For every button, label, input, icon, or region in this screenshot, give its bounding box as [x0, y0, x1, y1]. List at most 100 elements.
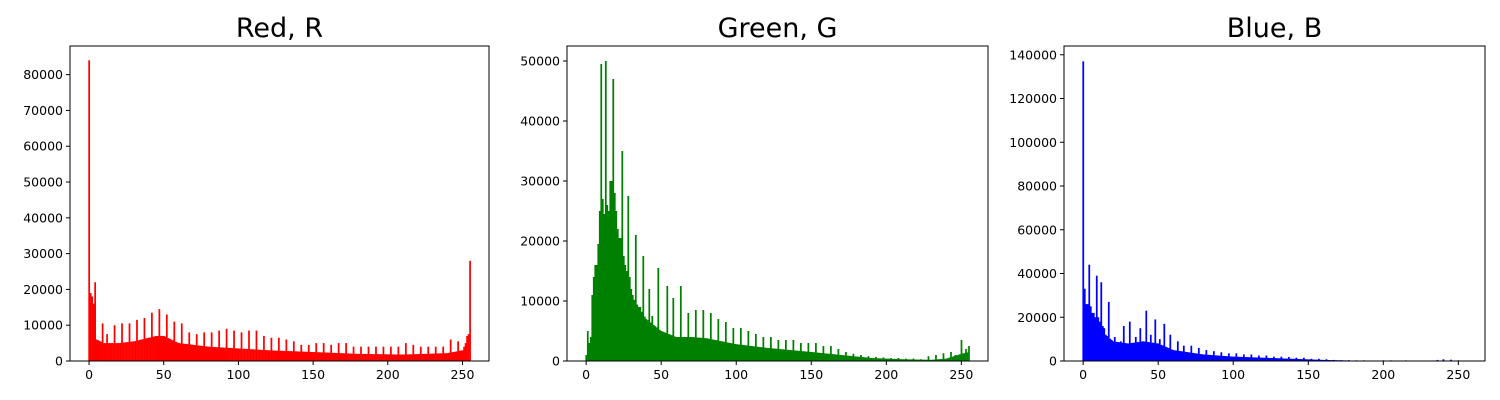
histogram-bar — [201, 345, 204, 361]
histogram-bar — [357, 353, 359, 361]
histogram-bar — [821, 353, 823, 361]
histogram-bar — [1241, 356, 1244, 361]
histogram-bar — [748, 345, 751, 361]
histogram-bar — [257, 349, 259, 361]
histogram-bar — [1286, 358, 1289, 361]
histogram-bar — [393, 354, 395, 361]
histogram-bar — [230, 348, 232, 361]
histogram-bar — [625, 271, 628, 361]
histogram-bar — [729, 343, 732, 361]
histogram-bar — [1236, 356, 1239, 361]
histogram-bar — [455, 351, 458, 361]
histogram-bar — [228, 347, 231, 361]
histogram-bar — [92, 303, 95, 361]
histogram-bar — [355, 353, 358, 361]
histogram-bar — [624, 265, 627, 361]
histogram-bar — [757, 346, 760, 361]
histogram-bar — [771, 348, 774, 361]
histogram-bar — [747, 331, 750, 361]
histogram-bar — [944, 358, 946, 361]
histogram-bar — [950, 352, 952, 361]
histogram-bar — [295, 351, 298, 361]
histogram-bar — [627, 196, 630, 361]
histogram-bar — [266, 350, 268, 361]
histogram-bar — [1294, 358, 1296, 361]
histogram-bar — [837, 349, 840, 361]
histogram-bar — [1199, 354, 1202, 361]
histogram-bar — [366, 353, 368, 361]
histogram-bar — [285, 339, 288, 361]
histogram-bar — [1166, 347, 1169, 361]
histogram-bar — [191, 344, 194, 361]
histogram-bar — [254, 349, 256, 361]
histogram-bar — [848, 355, 850, 361]
histogram-bar — [1274, 358, 1277, 361]
histogram-bar — [1206, 354, 1209, 361]
y-tick-label: 40000 — [520, 114, 560, 129]
histogram-bar — [869, 357, 871, 361]
histogram-bar — [1239, 356, 1242, 361]
histogram-bar — [912, 358, 915, 361]
histogram-bar — [1235, 353, 1238, 361]
histogram-bar — [1306, 359, 1308, 361]
histogram-bar — [162, 335, 165, 361]
histogram-bar — [183, 343, 186, 361]
histogram-bar — [388, 354, 391, 361]
histogram-bar — [1179, 351, 1182, 361]
histogram-bar — [592, 277, 595, 361]
histogram-bar — [1273, 356, 1275, 362]
histogram-bar — [451, 352, 454, 361]
histogram-bar — [115, 343, 117, 361]
histogram-bar — [785, 340, 787, 361]
histogram-bar — [800, 343, 802, 361]
histogram-bar — [703, 338, 706, 361]
histogram-bar — [1295, 357, 1298, 361]
histogram-bar — [1115, 341, 1118, 361]
histogram-bar — [660, 331, 663, 361]
histogram-bar — [404, 343, 407, 361]
histogram-bar — [1193, 353, 1196, 362]
histogram-bar — [328, 352, 331, 361]
histogram-bar — [896, 359, 898, 361]
histogram-bar — [1133, 342, 1136, 362]
histogram-bar — [367, 346, 370, 361]
histogram-bar — [915, 359, 918, 361]
histogram-bar — [249, 349, 252, 361]
histogram-bar — [585, 355, 588, 361]
histogram-bar — [600, 64, 603, 361]
histogram-bar — [1300, 359, 1302, 361]
histogram-bar — [1196, 353, 1199, 361]
histogram-bar — [310, 351, 313, 361]
histogram-bar — [706, 338, 709, 361]
histogram-bar — [890, 358, 892, 361]
histogram-bar — [643, 316, 646, 361]
histogram-bar — [352, 346, 355, 361]
histogram-bar — [1103, 328, 1106, 361]
histogram-bar — [227, 347, 229, 361]
histogram-bar — [825, 353, 828, 361]
histogram-bar — [180, 323, 183, 361]
x-tick-label: 250 — [1446, 367, 1470, 382]
histogram-bar — [440, 353, 443, 361]
histogram-bar — [1137, 341, 1140, 361]
histogram-bar — [663, 332, 666, 361]
histogram-bar — [1083, 288, 1086, 361]
histogram-bar — [941, 358, 943, 361]
histogram-bar — [1182, 345, 1185, 361]
histogram-bar — [375, 346, 377, 361]
histogram-bar — [1124, 343, 1127, 361]
histogram-bar — [170, 339, 173, 361]
histogram-bar — [1257, 355, 1260, 361]
histogram-bar — [1309, 359, 1311, 361]
histogram-bar — [966, 352, 969, 361]
histogram-bar — [245, 348, 247, 361]
histogram-bar — [1175, 350, 1178, 361]
histogram-bar — [177, 343, 180, 361]
histogram-bar — [840, 355, 843, 361]
histogram-bar — [1085, 304, 1088, 362]
histogram-bar — [286, 351, 289, 361]
histogram-bar — [1256, 357, 1259, 361]
histogram-bar — [806, 351, 808, 361]
histogram-bar — [613, 193, 616, 361]
